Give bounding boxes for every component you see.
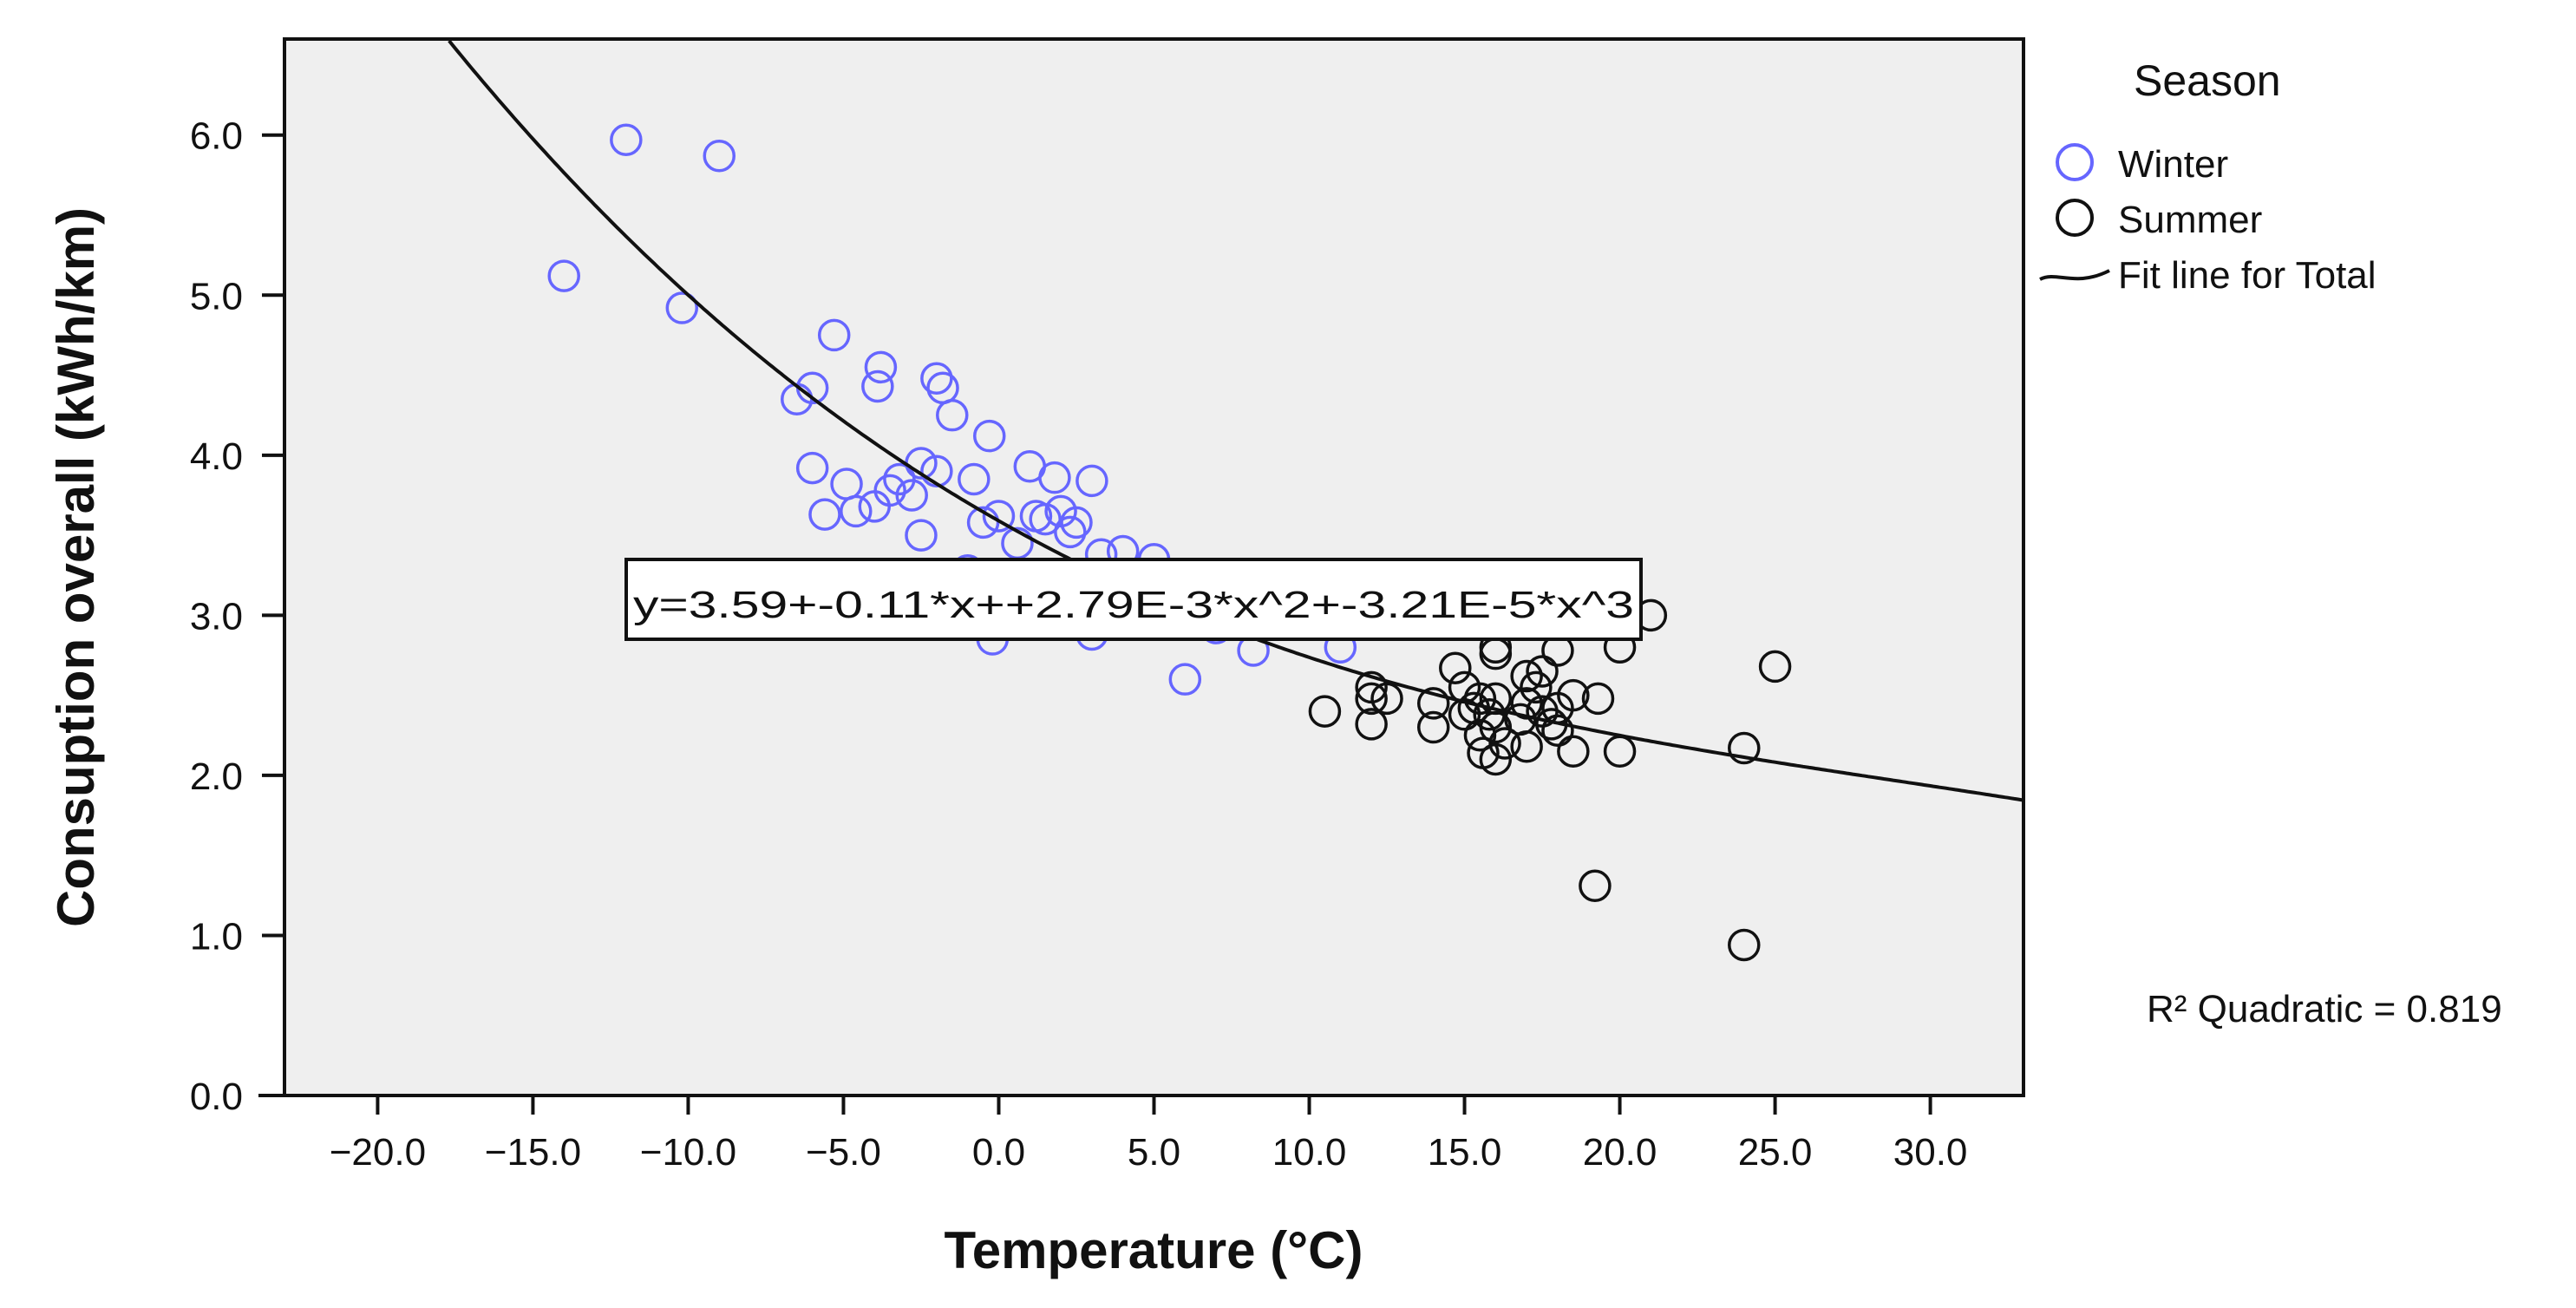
winter-point (547, 259, 580, 292)
x-tick-label: 25.0 (1738, 1131, 1813, 1174)
x-tick-label: −10.0 (640, 1131, 736, 1174)
equation-box (624, 558, 1643, 641)
summer-point (1479, 710, 1513, 744)
summer-point (1463, 719, 1497, 752)
x-tick-label: 0.0 (972, 1131, 1025, 1174)
summer-point (1557, 735, 1590, 768)
summer-point (1510, 729, 1543, 763)
summer-point (1355, 682, 1388, 716)
winter-point (905, 519, 938, 552)
winter-point (808, 498, 841, 531)
y-tick-label: 2.0 (190, 755, 243, 798)
winter-point (610, 123, 643, 157)
winter-point (920, 362, 953, 395)
winter-point (864, 350, 898, 384)
summer-point (1541, 714, 1574, 747)
winter-point (840, 494, 873, 528)
summer-point (1510, 659, 1543, 693)
x-axis-title: Temperature (°C) (945, 1221, 1363, 1279)
winter-point (665, 291, 699, 324)
x-tick-label: −20.0 (330, 1131, 426, 1174)
winter-point (920, 455, 953, 488)
legend-summer-marker (2056, 199, 2094, 237)
x-tick-label: 30.0 (1893, 1131, 1968, 1174)
winter-point (1038, 461, 1071, 494)
winter-point (1029, 502, 1062, 536)
y-axis: 0.0 1.0 2.0 3.0 4.0 5.0 6.0 (190, 115, 284, 1118)
summer-point (1479, 742, 1513, 776)
summer-point (1439, 651, 1472, 685)
winter-point (883, 462, 916, 496)
summer-point (1758, 650, 1792, 683)
winter-point (795, 451, 829, 485)
summer-point (1463, 682, 1497, 716)
summer-point (1557, 678, 1590, 712)
summer-point (1728, 928, 1761, 962)
r-squared-label: R² Quadratic = 0.819 (2147, 988, 2502, 1030)
x-tick-label: −15.0 (485, 1131, 581, 1174)
winter-point (1054, 515, 1087, 549)
legend-summer-label: Summer (2118, 199, 2262, 241)
y-tick-label: 0.0 (190, 1076, 243, 1118)
summer-point (1416, 687, 1450, 720)
winter-point (703, 139, 736, 173)
y-axis-title: Consuption overall (kWh/km) (47, 207, 105, 927)
winter-point (972, 419, 1006, 453)
summer-point (1308, 695, 1342, 728)
x-axis: −20.0 −15.0 −10.0 −5.0 0.0 5.0 10.0 15.0 20.0 25.… (258, 1094, 2024, 1174)
x-tick-label: −5.0 (806, 1131, 881, 1174)
winter-point (817, 318, 851, 352)
y-tick-label: 6.0 (190, 115, 243, 158)
summer-point (1488, 727, 1521, 760)
winter-point (982, 500, 1016, 533)
summer-point (1581, 682, 1615, 716)
summer-point (1728, 731, 1761, 765)
summer-point (1579, 869, 1612, 902)
x-tick-label: 10.0 (1272, 1131, 1347, 1174)
summer-point (1370, 682, 1403, 716)
legend: Season Winter Summer Fit line for Total (2039, 56, 2377, 297)
summer-point (1355, 708, 1388, 741)
winter-point (1168, 663, 1202, 696)
equation-annotation: y=3.59+-0.11*x++2.79E-3*x^2+-3.21E-5*x^3 (633, 584, 1634, 626)
y-tick-label: 4.0 (190, 435, 243, 478)
y-tick-label: 3.0 (190, 595, 243, 638)
winter-point (1076, 464, 1108, 498)
x-tick-label: 15.0 (1428, 1131, 1502, 1174)
summer-point (1520, 670, 1553, 704)
winter-point (861, 370, 894, 403)
legend-fit-line-marker (2039, 269, 2110, 281)
winter-point (966, 506, 1000, 540)
legend-winter-marker (2056, 143, 2094, 181)
legend-title: Season (2134, 56, 2281, 105)
winter-point (936, 398, 969, 432)
y-tick-label: 1.0 (190, 915, 243, 958)
legend-fit-line-label: Fit line for Total (2118, 254, 2377, 297)
x-tick-label: 5.0 (1128, 1131, 1180, 1174)
x-tick-label: 20.0 (1583, 1131, 1657, 1174)
summer-point (1526, 655, 1559, 688)
summer-point (1416, 710, 1450, 744)
winter-point (873, 474, 906, 507)
y-tick-label: 5.0 (190, 275, 243, 317)
winter-point (958, 462, 991, 496)
legend-winter-label: Winter (2118, 143, 2228, 186)
winter-point (1060, 506, 1093, 540)
